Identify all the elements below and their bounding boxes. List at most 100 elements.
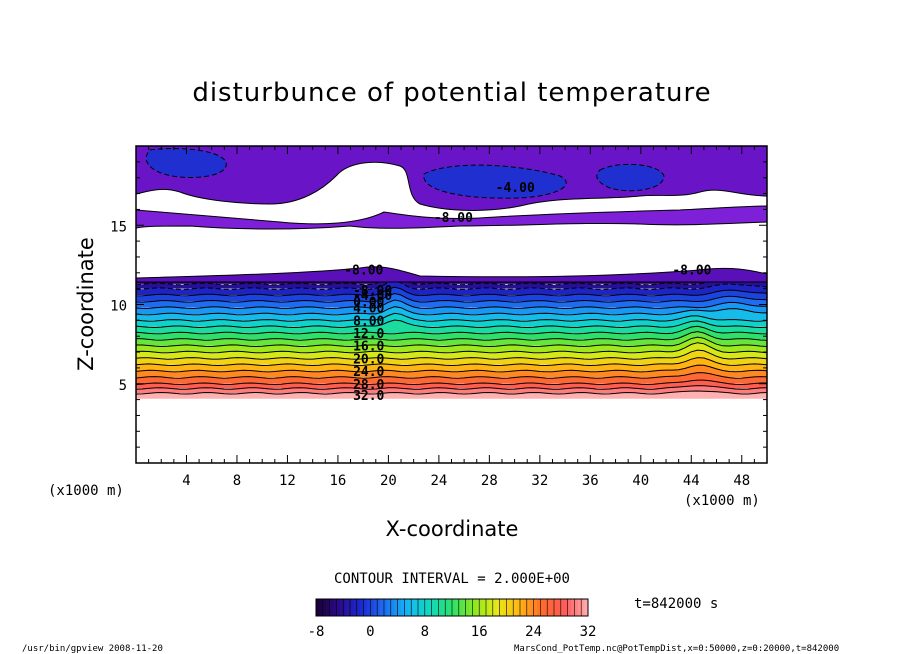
temperature-band xyxy=(136,337,767,353)
x-tick-label: 36 xyxy=(582,473,599,489)
colorbar-swatch xyxy=(424,599,429,616)
colorbar-swatch xyxy=(455,599,460,616)
contour-label: -8.00 xyxy=(353,284,392,299)
contour-line xyxy=(135,319,768,329)
colorbar-swatch xyxy=(469,599,473,616)
colorbar-swatch xyxy=(581,599,585,616)
colorbar-swatch xyxy=(377,599,381,616)
x-tick-label: 48 xyxy=(733,473,750,489)
contour-label: -4.00 xyxy=(353,289,392,304)
x-tick-label: 40 xyxy=(632,473,649,489)
colorbar-swatch xyxy=(360,599,364,616)
colorbar-swatch xyxy=(550,599,555,616)
temperature-band xyxy=(136,287,767,302)
colorbar-swatch xyxy=(438,599,443,616)
colorbar-swatch xyxy=(319,599,324,616)
colorbar-tick-label: 32 xyxy=(580,624,597,640)
colorbar-swatch xyxy=(516,599,521,616)
colorbar-swatch xyxy=(547,599,551,616)
upper-blob xyxy=(423,164,567,199)
contour-label: 0.00 xyxy=(353,295,384,310)
colorbar-swatch xyxy=(523,599,528,616)
x-unit-label: (x1000 m) xyxy=(48,483,124,499)
colorbar-swatch xyxy=(530,599,534,616)
colorbar-swatch xyxy=(577,599,582,616)
contour-label: 8.00 xyxy=(353,314,384,329)
x-tick-label: 44 xyxy=(683,473,700,489)
colorbar-swatch xyxy=(458,599,463,616)
temperature-band xyxy=(136,350,767,365)
upper-blob xyxy=(596,163,665,192)
y-tick-label: 15 xyxy=(110,219,127,235)
contour-line xyxy=(136,286,768,297)
colorbar-swatch xyxy=(543,599,548,616)
colorbar-swatch xyxy=(560,599,565,616)
colorbar-tick-label: 8 xyxy=(421,624,429,640)
plot-area: -8.00-4.000.004.008.0012.016.020.024.028… xyxy=(110,145,768,489)
contour-label: -8.00 xyxy=(344,263,383,278)
x-tick-label: 16 xyxy=(329,473,346,489)
colorbar-swatch xyxy=(584,599,589,616)
colorbar-swatch xyxy=(479,599,483,616)
contour-line xyxy=(135,292,768,303)
colorbar-swatch xyxy=(326,599,330,616)
x-tick-label: 24 xyxy=(430,473,447,489)
colorbar-swatch xyxy=(380,599,385,616)
contour-line xyxy=(136,336,768,348)
y-axis-label: Z-coordinate xyxy=(74,237,98,371)
colorbar-swatch xyxy=(414,599,419,616)
colorbar-tick-label: -8 xyxy=(308,624,325,640)
upper-disturbance-field xyxy=(135,145,768,283)
z-unit-label: (x1000 m) xyxy=(684,493,760,509)
chart-title: disturbunce of potential temperature xyxy=(192,78,711,108)
colorbar-swatch xyxy=(574,599,579,616)
colorbar-swatch xyxy=(554,599,558,616)
colorbar-swatch xyxy=(503,599,507,616)
contour-interval-text: CONTOUR INTERVAL = 2.000E+00 xyxy=(334,571,570,587)
colorbar-swatch xyxy=(513,599,517,616)
contour-label: 4.00 xyxy=(353,302,384,317)
colorbar-swatch xyxy=(435,599,439,616)
colorbar-swatch xyxy=(482,599,487,616)
colorbar-swatch xyxy=(537,599,541,616)
contour-line xyxy=(135,275,768,286)
colorbar-swatch xyxy=(367,599,371,616)
colorbar-tick-label: 24 xyxy=(525,624,542,640)
colorbar-swatch xyxy=(421,599,426,616)
colorbar-swatch xyxy=(567,599,572,616)
x-axis-label: X-coordinate xyxy=(386,517,519,541)
colorbar-swatch xyxy=(322,599,327,616)
colorbar-swatch xyxy=(564,599,568,616)
colorbar-swatch xyxy=(533,599,538,616)
contour-line xyxy=(135,372,768,379)
contour-line xyxy=(135,390,768,395)
colorbar-swatch xyxy=(418,599,422,616)
contour-line xyxy=(135,306,768,316)
contour-labels: -8.00-4.000.004.008.0012.016.020.024.028… xyxy=(344,181,711,404)
footer-right: MarsCond_PotTemp.nc@PotTempDist,x=0:5000… xyxy=(514,644,839,654)
x-tick-label: 28 xyxy=(481,473,498,489)
y-tick-label: 5 xyxy=(119,378,127,394)
colorbar-swatch xyxy=(401,599,405,616)
colorbar-swatch xyxy=(499,599,504,616)
contour-line xyxy=(135,364,768,373)
colorbar-swatch xyxy=(397,599,402,616)
colorbar-swatch xyxy=(387,599,392,616)
colorbar-swatch xyxy=(336,599,341,616)
colorbar-swatch xyxy=(472,599,477,616)
colorbar-tick-label: 0 xyxy=(366,624,374,640)
x-tick-label: 20 xyxy=(380,473,397,489)
colorbar-swatch xyxy=(373,599,378,616)
colorbar-swatch xyxy=(394,599,398,616)
contour-line xyxy=(135,331,768,341)
colorbar-swatch xyxy=(465,599,470,616)
temperature-band xyxy=(136,276,767,289)
contour-line xyxy=(135,385,768,390)
contour-label: 28.0 xyxy=(353,378,384,393)
colorbar-swatch xyxy=(540,599,545,616)
contour-label: 20.0 xyxy=(353,352,384,367)
colorbar-tick-label: 16 xyxy=(471,624,488,640)
contour-line xyxy=(135,280,768,290)
